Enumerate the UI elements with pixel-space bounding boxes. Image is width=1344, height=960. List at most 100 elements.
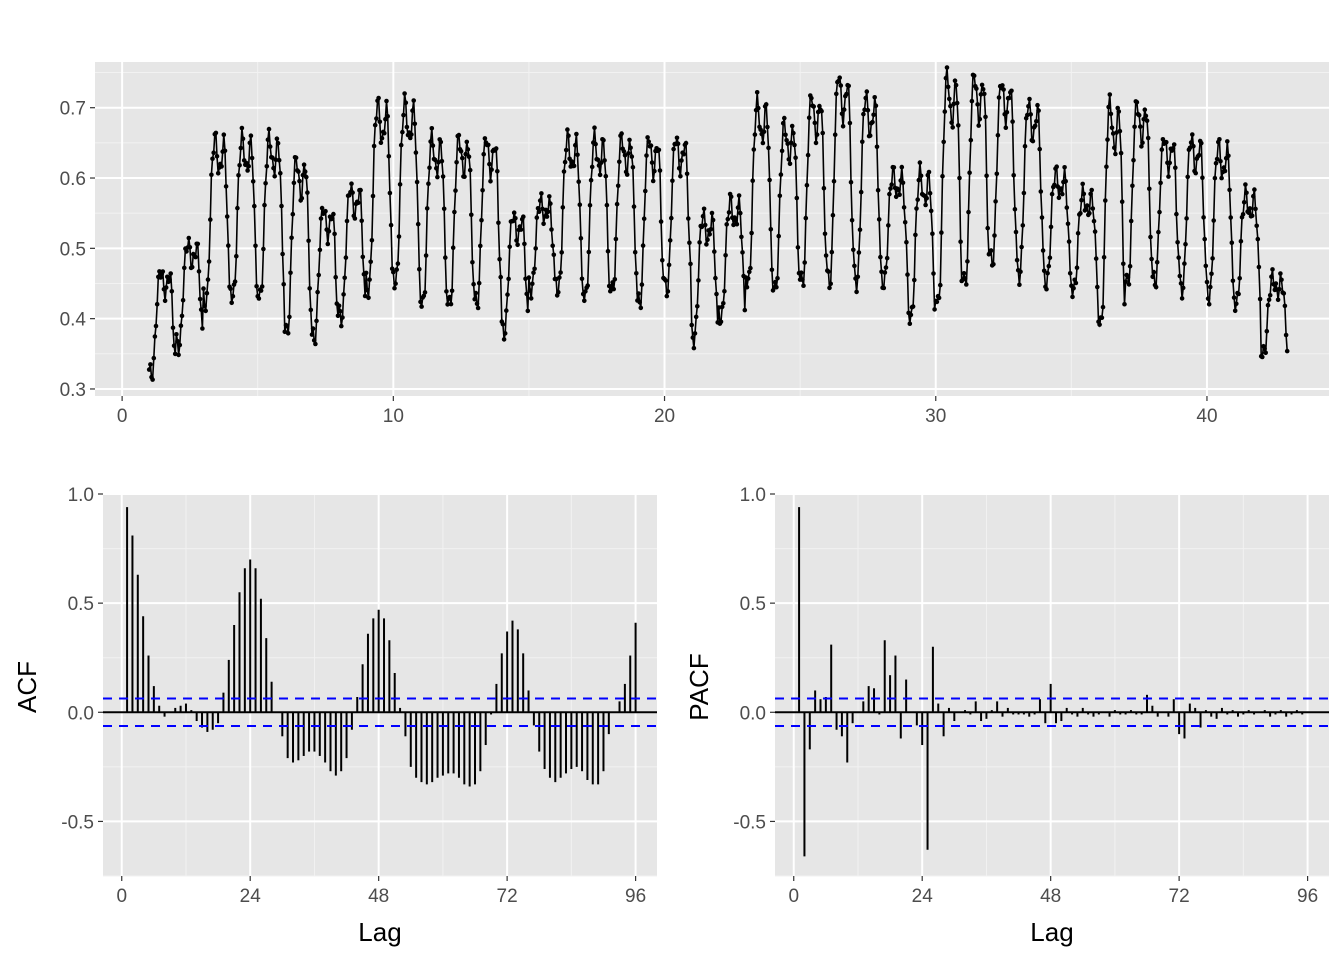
data-point — [782, 115, 787, 121]
data-point — [284, 323, 290, 329]
data-point — [1118, 150, 1124, 156]
data-point — [648, 143, 654, 148]
data-point — [1231, 295, 1237, 300]
data-point — [701, 206, 707, 212]
data-point — [760, 140, 766, 146]
data-point — [817, 103, 822, 109]
data-point — [882, 270, 888, 275]
data-point — [326, 229, 332, 234]
data-point — [800, 277, 805, 283]
data-point — [187, 245, 193, 250]
y-tick-label: 0.4 — [60, 310, 87, 331]
data-point — [1122, 301, 1127, 307]
data-point — [718, 319, 724, 325]
data-point — [460, 155, 465, 161]
data-point — [956, 123, 961, 128]
data-point — [779, 148, 785, 154]
data-point — [498, 274, 504, 280]
data-point — [236, 173, 241, 178]
data-point — [533, 246, 538, 251]
data-point — [453, 188, 458, 193]
data-point — [728, 194, 734, 199]
data-point — [214, 154, 220, 159]
data-point — [932, 307, 937, 312]
acf-x-axis-title: Lag — [358, 917, 401, 947]
data-point — [434, 166, 439, 171]
data-point — [548, 201, 553, 206]
data-point — [574, 131, 579, 137]
data-point — [749, 230, 754, 236]
data-point — [834, 91, 839, 97]
data-point — [412, 121, 418, 127]
data-point — [536, 209, 542, 214]
data-point — [766, 145, 771, 151]
data-point — [1093, 256, 1099, 261]
data-point — [201, 286, 206, 291]
data-point — [841, 107, 847, 112]
data-point — [861, 111, 866, 117]
x-tick-label: 30 — [925, 406, 946, 427]
data-point — [948, 103, 953, 109]
data-point — [1001, 87, 1006, 92]
data-point — [1040, 248, 1046, 253]
data-point — [471, 281, 476, 287]
data-point — [613, 236, 619, 242]
data-point — [619, 131, 624, 136]
data-point — [171, 343, 177, 349]
data-point — [1075, 231, 1081, 236]
data-point — [938, 282, 943, 288]
data-point — [204, 290, 210, 296]
data-point — [493, 146, 499, 151]
data-point — [586, 249, 592, 255]
data-point — [514, 238, 519, 243]
data-point — [377, 119, 383, 125]
data-point — [1255, 236, 1261, 242]
data-point — [788, 140, 794, 145]
data-point — [428, 139, 433, 144]
data-point — [1107, 92, 1113, 97]
data-point — [487, 161, 492, 167]
data-point — [367, 277, 372, 282]
data-point — [783, 132, 788, 138]
data-point — [881, 285, 887, 291]
data-point — [872, 95, 877, 100]
data-point — [239, 125, 245, 131]
data-point — [599, 160, 604, 165]
data-point — [1166, 174, 1171, 179]
data-point — [544, 214, 550, 219]
data-point — [585, 283, 590, 288]
data-point — [1256, 264, 1262, 270]
data-point — [1100, 304, 1106, 310]
data-point — [205, 277, 211, 282]
data-point — [1240, 212, 1246, 217]
data-point — [826, 269, 831, 274]
data-point — [962, 276, 968, 281]
data-point — [1260, 354, 1265, 360]
data-point — [309, 332, 315, 337]
data-point — [388, 222, 394, 228]
data-point — [739, 234, 744, 240]
data-point — [1104, 164, 1109, 169]
data-point — [300, 172, 306, 178]
data-point — [847, 120, 853, 126]
data-point — [178, 323, 184, 329]
data-point — [1247, 206, 1253, 211]
data-point — [1101, 254, 1107, 260]
data-point — [527, 288, 533, 293]
data-point — [944, 65, 950, 70]
data-point — [1213, 160, 1219, 166]
data-point — [953, 82, 959, 88]
data-point — [1214, 156, 1220, 162]
data-point — [634, 271, 639, 276]
data-point — [1126, 282, 1132, 287]
data-point — [245, 168, 250, 173]
data-point — [936, 295, 942, 301]
data-point — [745, 276, 751, 281]
data-point — [942, 109, 948, 114]
data-point — [1204, 279, 1210, 285]
data-point — [958, 239, 963, 244]
data-point — [628, 145, 633, 151]
data-point — [786, 157, 792, 162]
data-point — [740, 250, 745, 255]
data-point — [831, 178, 837, 184]
